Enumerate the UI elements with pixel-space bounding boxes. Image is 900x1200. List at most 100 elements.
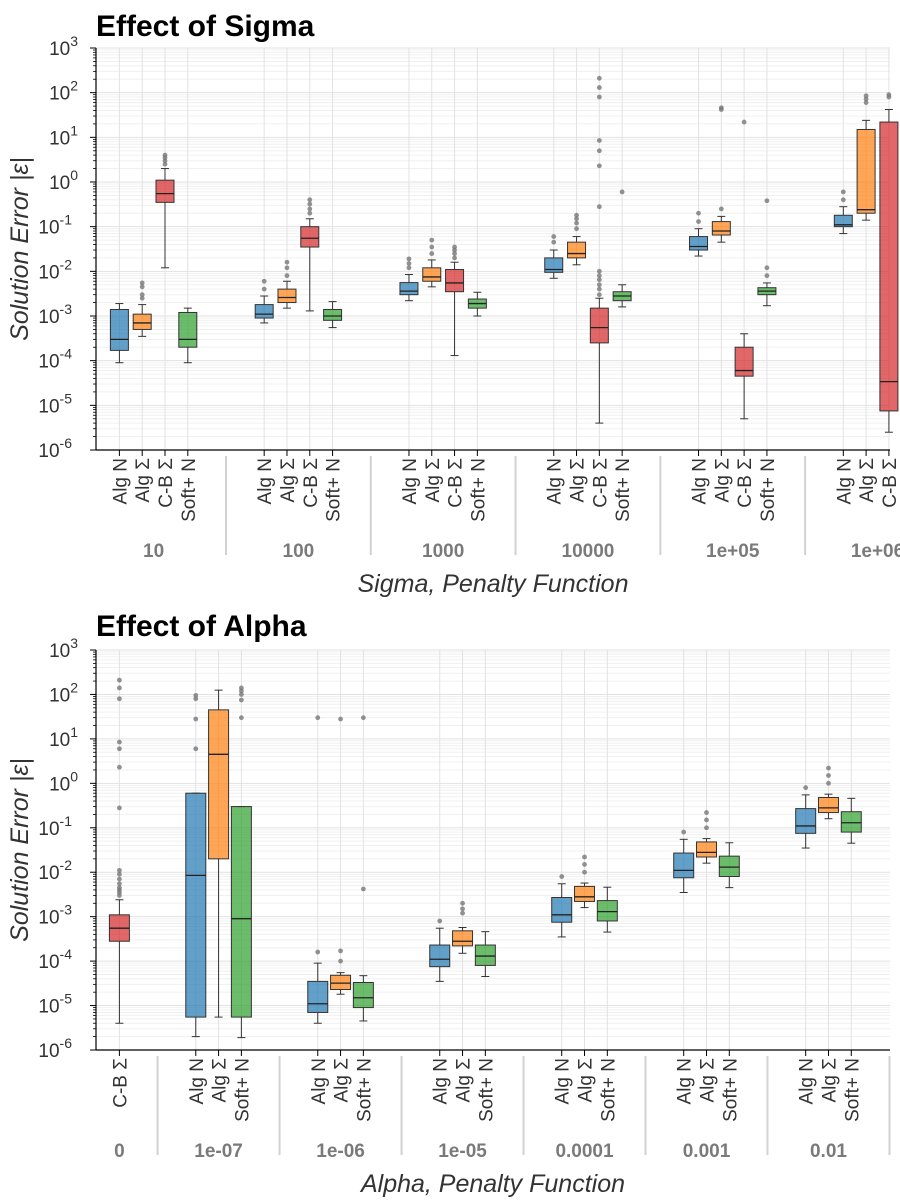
- y-tick-exponent: -1: [60, 813, 73, 829]
- flier-point: [238, 715, 244, 721]
- category-label: Soft+ N: [232, 1058, 253, 1122]
- flier-point: [460, 910, 465, 916]
- flier-point: [429, 237, 435, 243]
- category-label: C-B Σ: [590, 458, 611, 508]
- box: [734, 346, 754, 377]
- y-tick-exponent: -4: [60, 346, 73, 362]
- flier-point: [315, 715, 321, 721]
- category-label: Soft+ N: [324, 458, 345, 522]
- flier-point: [315, 949, 321, 955]
- category-label: Soft+ N: [476, 1058, 497, 1122]
- flier-point: [582, 869, 587, 875]
- chart-title: Effect of Sigma: [96, 10, 315, 43]
- flier-point: [193, 696, 199, 702]
- category-label: Alg N: [690, 458, 711, 504]
- category-label: Alg Σ: [133, 458, 154, 503]
- y-tick-label: 103: [49, 635, 78, 662]
- flier-point: [360, 886, 366, 892]
- y-tick-exponent: -2: [60, 857, 73, 873]
- y-tick-label: 10-1: [38, 813, 72, 840]
- flier-point: [284, 273, 290, 279]
- group-label: 0.001: [683, 1141, 731, 1162]
- category-label: C-B Σ: [301, 458, 322, 508]
- y-tick-label: 10-5: [38, 991, 72, 1018]
- category-label: C-B Σ: [735, 458, 756, 508]
- flier-point: [596, 292, 602, 298]
- flier-point: [596, 85, 602, 90]
- group-label: 0: [114, 1141, 125, 1162]
- box: [696, 841, 717, 858]
- y-tick-label: 10-1: [38, 212, 72, 239]
- box: [254, 304, 274, 319]
- flier-point: [704, 810, 709, 815]
- flier-point: [886, 92, 892, 98]
- category-label: Alg N: [255, 458, 276, 504]
- box: [307, 980, 329, 1013]
- flier-point: [193, 716, 199, 722]
- category-label: Alg Σ: [210, 1058, 231, 1103]
- flier-point: [840, 189, 846, 195]
- flier-point: [238, 685, 244, 691]
- category-label: Alg N: [834, 458, 855, 504]
- box: [452, 930, 474, 947]
- y-tick-exponent: -3: [60, 301, 73, 317]
- flier-point: [696, 219, 701, 224]
- y-axis-label: Solution Error |ε|: [6, 758, 34, 942]
- y-tick-exponent: -6: [60, 1035, 73, 1051]
- box: [474, 944, 496, 966]
- category-label: Alg N: [400, 458, 421, 504]
- flier-point: [596, 75, 602, 81]
- flier-point: [826, 780, 831, 786]
- flier-point: [307, 206, 313, 212]
- flier-point: [429, 251, 435, 256]
- category-label: Alg N: [309, 1058, 330, 1104]
- flier-point: [574, 220, 579, 226]
- flier-point: [162, 152, 168, 158]
- flier-point: [193, 746, 199, 752]
- flier-point: [863, 100, 869, 105]
- flier-point: [117, 696, 122, 702]
- flier-point: [452, 255, 457, 261]
- category-label: Soft+ N: [354, 1058, 375, 1122]
- category-label: Soft+ N: [842, 1058, 863, 1122]
- box: [109, 308, 129, 351]
- flier-point: [307, 201, 313, 207]
- flier-point: [551, 234, 557, 239]
- flier-point: [117, 764, 122, 770]
- y-tick-exponent: 1: [70, 122, 78, 138]
- flier-point: [452, 244, 457, 250]
- group-label: 0.01: [810, 1141, 847, 1162]
- flier-point: [596, 204, 602, 210]
- flier-point: [596, 94, 602, 100]
- y-tick-label: 101: [49, 724, 78, 751]
- flier-point: [619, 189, 625, 195]
- category-label: Alg Σ: [576, 1058, 597, 1103]
- category-label: Alg N: [187, 1058, 208, 1104]
- y-tick-exponent: 3: [70, 635, 78, 651]
- flier-point: [117, 867, 122, 873]
- y-tick-exponent: 0: [70, 167, 78, 183]
- flier-point: [596, 148, 602, 154]
- box: [352, 982, 374, 1009]
- box: [445, 268, 465, 293]
- flier-point: [360, 715, 366, 721]
- category-label: Soft+ N: [179, 458, 200, 522]
- y-tick-exponent: -1: [60, 212, 73, 228]
- flier-point: [596, 282, 602, 288]
- category-label: Soft+ N: [468, 458, 489, 522]
- box: [817, 797, 839, 814]
- flier-point: [117, 739, 122, 745]
- category-label: Soft+ N: [598, 1058, 619, 1122]
- box: [208, 709, 230, 860]
- flier-point: [261, 278, 267, 284]
- category-label: Alg N: [110, 458, 131, 504]
- box: [551, 896, 573, 923]
- flier-point: [559, 874, 565, 879]
- chart-title: Effect of Alpha: [96, 610, 307, 643]
- group-label: 1000: [422, 541, 464, 562]
- y-tick-exponent: 3: [70, 33, 78, 49]
- flier-point: [437, 918, 443, 924]
- y-tick-label: 10-5: [38, 390, 72, 417]
